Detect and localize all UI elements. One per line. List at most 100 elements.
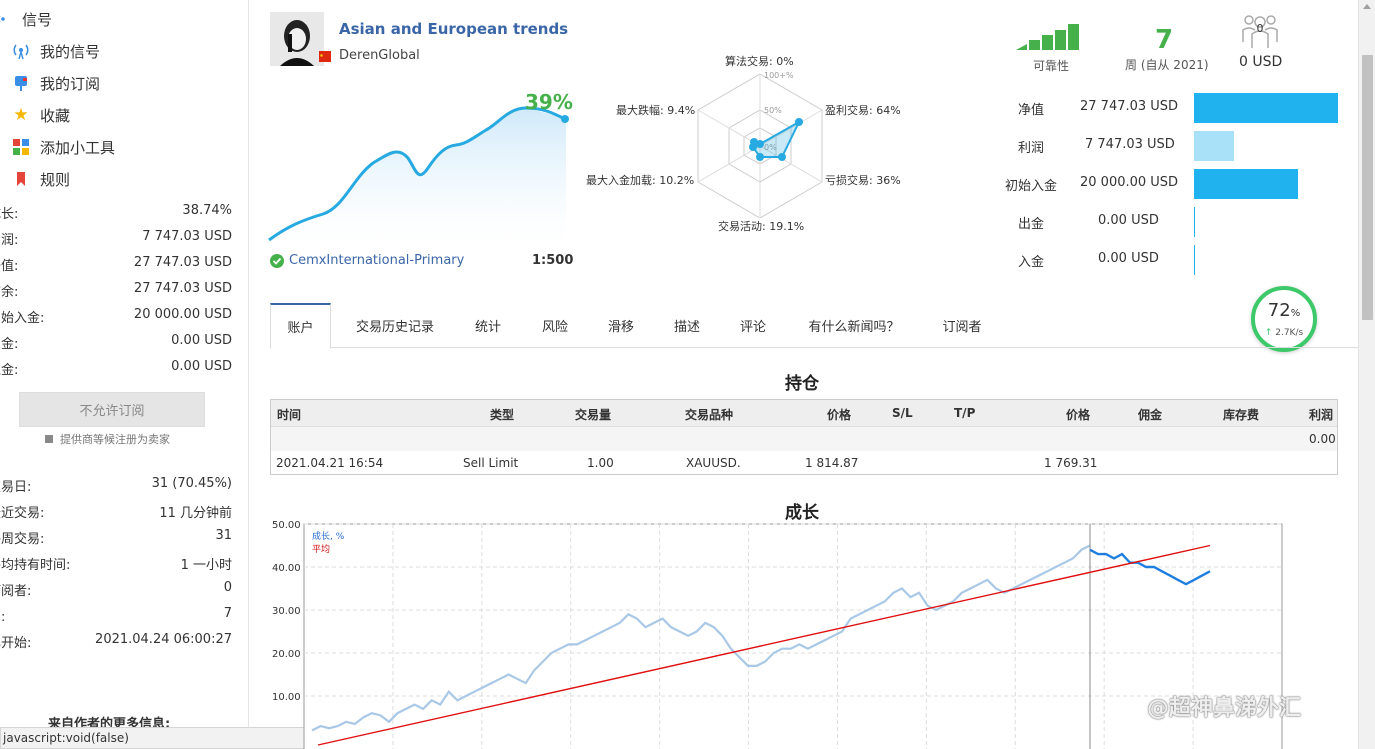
- stat-initial-deposit: 初始入金: 20 000.00 USD: [0, 307, 232, 327]
- mini-growth-line: [268, 106, 566, 242]
- mailbox-icon: [12, 74, 30, 92]
- speed-widget[interactable]: 72% ↑ 2.7K/s: [1251, 286, 1317, 352]
- mini-growth-chart: [268, 106, 569, 246]
- stat-trading-days: 交易日: 31 (70.45%): [0, 476, 232, 496]
- total-profit: 0.00: [1309, 432, 1336, 446]
- subscribers-count: 0: [1256, 22, 1264, 35]
- sidebar-item-my-signals[interactable]: 我的信号: [12, 39, 100, 63]
- sidebar-item-favorites[interactable]: ★ 收藏: [12, 103, 70, 127]
- radar-label-algo: 算法交易: 0%: [725, 55, 794, 68]
- sidebar-item-add-widgets[interactable]: 添加小工具: [12, 135, 115, 159]
- radar-point-activity: [756, 153, 764, 161]
- fin-label-profit: 利润: [1017, 141, 1044, 156]
- stat-label: 初始入金:: [0, 311, 45, 326]
- sidebar-item-rules[interactable]: 规则: [12, 167, 70, 191]
- cell-time: 2021.04.21 16:54: [276, 456, 384, 470]
- col-type[interactable]: 类型: [490, 408, 515, 422]
- col-sl[interactable]: S/L: [892, 406, 913, 420]
- signal-title[interactable]: Asian and European trends: [339, 20, 569, 38]
- stat-value: 20 000.00 USD: [133, 307, 232, 322]
- avatar[interactable]: [270, 12, 324, 66]
- fin-bar-initial-deposit: [1194, 169, 1298, 199]
- china-flag-icon: [319, 51, 331, 62]
- stat-label: 每周交易:: [0, 532, 45, 547]
- stat-balance: 结余: 27 747.03 USD: [0, 281, 232, 301]
- sidebar-item-label: 规则: [40, 170, 71, 189]
- legend-growth: 成长, %: [312, 530, 345, 542]
- stat-equity: 净值: 27 747.03 USD: [0, 255, 232, 275]
- col-price[interactable]: 价格: [827, 408, 852, 422]
- scrollbar[interactable]: [1358, 0, 1375, 749]
- watermark: @超神鼻涕外汇: [1147, 696, 1302, 721]
- stat-value: 2021.04.24 06:00:27: [95, 632, 232, 647]
- sidebar-item-label: 收藏: [40, 106, 71, 125]
- tab-account[interactable]: 账户: [270, 303, 331, 349]
- col-price2[interactable]: 价格: [1066, 408, 1091, 422]
- fin-label-withdrawals: 出金: [1017, 217, 1044, 232]
- tab-subscribers[interactable]: 订阅者: [942, 320, 982, 335]
- growth-chart: 50.00 40.00 30.00 20.00 10.00 成长, %平均: [272, 520, 1283, 749]
- weeks-label: 周 (自从 2021): [1125, 58, 1209, 72]
- stat-value: 0: [223, 580, 232, 595]
- speed-percent-unit: %: [1290, 308, 1301, 319]
- y-tick-label: 40.00: [272, 563, 301, 574]
- stat-value: 1 一小时: [180, 558, 232, 573]
- col-volume[interactable]: 交易量: [575, 408, 612, 422]
- reliability-label: 可靠性: [1033, 59, 1070, 73]
- scroll-up-arrow-icon[interactable]: [1363, 4, 1371, 9]
- tab-risks[interactable]: 风险: [541, 320, 568, 335]
- col-commission[interactable]: 佣金: [1138, 408, 1163, 422]
- reliability-bar: [1029, 40, 1040, 50]
- stat-value: 7 747.03 USD: [142, 229, 232, 244]
- fin-value-withdrawals: 0.00 USD: [1098, 213, 1159, 228]
- stat-label: 最近交易:: [0, 506, 45, 521]
- sidebar-item-signals[interactable]: 信号: [0, 7, 52, 31]
- col-time[interactable]: 时间: [277, 408, 302, 422]
- radar-label-profit: 盈利交易: 64%: [825, 104, 901, 117]
- fin-bar-profit: [1194, 131, 1234, 161]
- stat-label: 净值:: [0, 259, 19, 274]
- sidebar: 信号 我的信号 我的订阅 ★ 收藏 添加小工具 规则 成长: 38.74% 利润:…: [0, 0, 249, 749]
- table-header: 时间 类型 交易量 交易品种 价格 S/L T/P 价格 佣金 库存费 利润: [271, 400, 1337, 427]
- stat-label: 结余:: [0, 285, 19, 300]
- positions-table: 时间 类型 交易量 交易品种 价格 S/L T/P 价格 佣金 库存费 利润 0…: [270, 399, 1338, 475]
- tab-news[interactable]: 有什么新闻吗？: [808, 320, 900, 335]
- stat-trades-per-week: 每周交易: 31: [0, 528, 232, 548]
- fin-bar-withdrawals: [1194, 207, 1195, 237]
- tab-description[interactable]: 描述: [673, 320, 700, 335]
- growth-chart-title: 成长: [785, 503, 819, 523]
- radar-scale-0: 0%: [764, 143, 777, 152]
- reliability-bar: [1042, 35, 1053, 50]
- tab-slippage[interactable]: 滑移: [607, 320, 634, 335]
- tab-reviews[interactable]: 评论: [739, 320, 766, 335]
- fin-bar-deposits: [1194, 245, 1195, 275]
- stat-value: 31 (70.45%): [151, 476, 232, 491]
- sidebar-item-my-subscriptions[interactable]: 我的订阅: [12, 71, 100, 95]
- hint-text: 提供商等候注册为卖家: [60, 433, 170, 446]
- broker-link[interactable]: CemxInternational-Primary: [289, 253, 465, 268]
- stat-label: 周:: [0, 610, 6, 625]
- col-profit[interactable]: 利润: [1309, 408, 1334, 422]
- stat-value: 0.00 USD: [171, 359, 232, 374]
- arrow-up-icon: ↑: [1264, 328, 1273, 338]
- stat-deposits: 入金: 0.00 USD: [0, 359, 232, 379]
- stat-value: 31: [215, 528, 232, 543]
- scrollbar-thumb[interactable]: [1362, 55, 1373, 320]
- fin-bar-equity: [1194, 93, 1338, 123]
- stat-label: 利润:: [0, 233, 19, 248]
- signal-author[interactable]: DerenGlobal: [339, 48, 420, 63]
- col-tp[interactable]: T/P: [954, 406, 976, 420]
- col-symbol[interactable]: 交易品种: [685, 408, 734, 422]
- stat-profit: 利润: 7 747.03 USD: [0, 229, 232, 249]
- subscribers-icon: [1242, 15, 1278, 48]
- growth-series-recent-line: [1089, 548, 1211, 586]
- stat-label: 出金:: [0, 337, 19, 352]
- weeks-count: 7: [1155, 25, 1174, 55]
- tab-statistics[interactable]: 统计: [474, 320, 501, 335]
- check-icon: [270, 254, 284, 268]
- mini-growth-area: [269, 108, 566, 246]
- tab-trade-history[interactable]: 交易历史记录: [355, 320, 434, 335]
- stat-label: 平均持有时间:: [0, 558, 71, 573]
- col-swap[interactable]: 库存费: [1223, 408, 1260, 422]
- subscribe-button[interactable]: 不允许订阅: [19, 392, 205, 427]
